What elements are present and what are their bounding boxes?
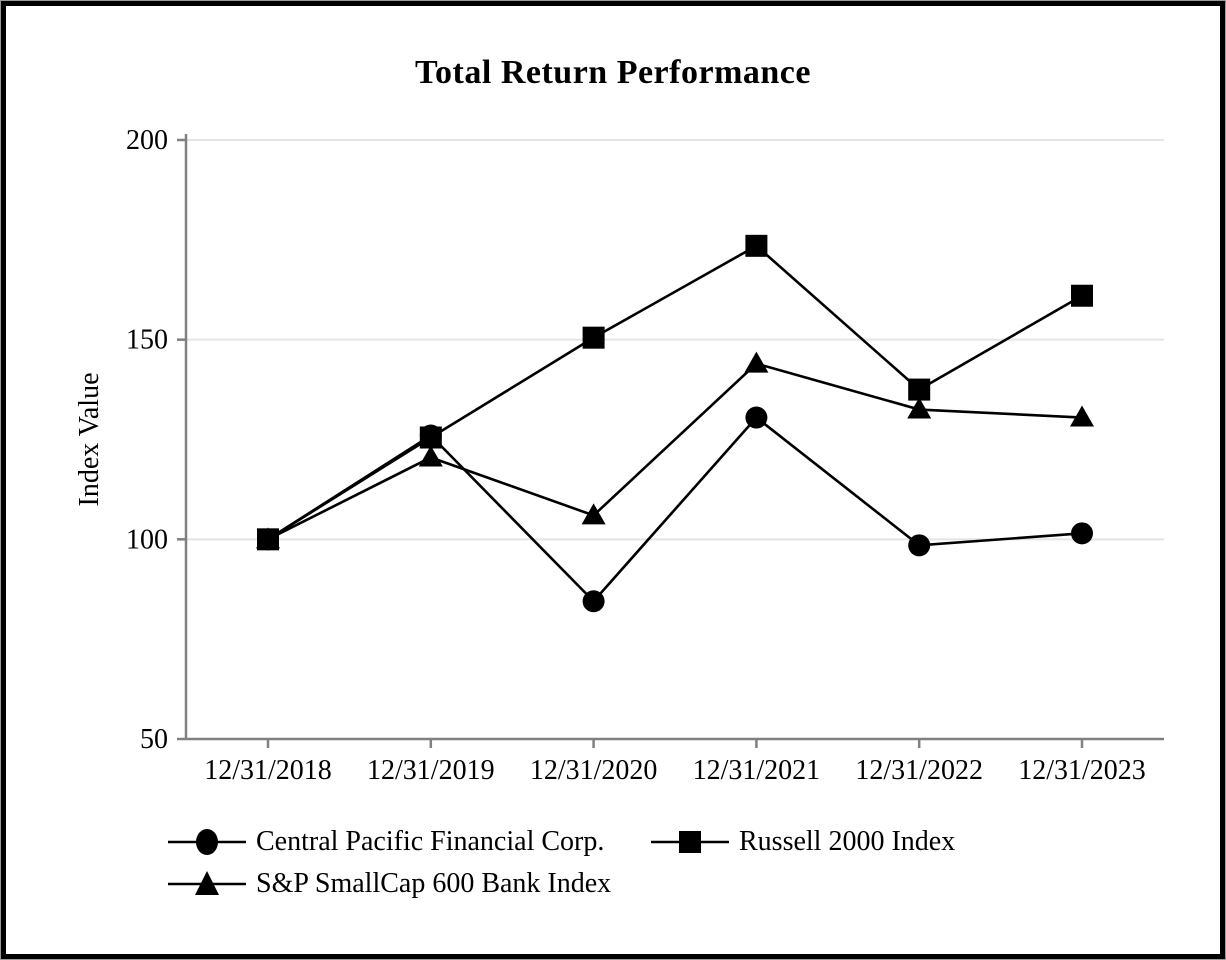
x-tick-label-2: 12/31/2020 [530, 755, 658, 786]
series-0-point [908, 534, 931, 557]
series-line-0 [267, 415, 1083, 604]
legend-item-central-pacific: Central Pacific Financial Corp. [168, 822, 651, 862]
y-tick-label-50: 50 [140, 724, 168, 755]
legend-label-sp-smallcap-600-bank: S&P SmallCap 600 Bank Index [256, 868, 612, 899]
series-1-point [745, 234, 768, 257]
series-2-point [907, 397, 932, 419]
y-tick-label-200: 200 [126, 125, 168, 156]
series-2-point [744, 351, 769, 373]
series-2-point [581, 503, 606, 525]
chart-legend: Central Pacific Financial Corp. Russell … [168, 822, 1168, 904]
series-1-point [419, 426, 442, 449]
series-0-point [582, 590, 605, 613]
y-tick-label-100: 100 [126, 524, 168, 555]
circle-marker-icon [168, 827, 246, 857]
legend-item-sp-smallcap-600-bank: S&P SmallCap 600 Bank Index [168, 864, 651, 904]
x-tick-label-4: 12/31/2022 [855, 755, 983, 786]
legend-item-russell-2000: Russell 2000 Index [651, 822, 1168, 862]
legend-label-russell-2000: Russell 2000 Index [739, 826, 956, 857]
series-1-point [582, 326, 605, 349]
square-marker-icon [651, 827, 729, 857]
series-1-point [257, 528, 279, 551]
chart-title: Total Return Performance [415, 54, 811, 91]
series-1-point [908, 378, 931, 401]
y-tick-label-150: 150 [126, 325, 168, 356]
legend-marker-svg [651, 831, 729, 853]
series-2-point [1070, 405, 1094, 427]
legend-marker-svg [168, 829, 246, 855]
legend-label-central-pacific: Central Pacific Financial Corp. [256, 826, 605, 857]
series-line-1 [267, 244, 1083, 541]
series-0-point [1071, 522, 1093, 545]
series-line-2 [267, 362, 1083, 541]
y-axis-title: Index Value [74, 373, 105, 507]
x-tick-label-1: 12/31/2019 [367, 755, 495, 786]
triangle-marker-icon [168, 869, 246, 899]
series-2-point [418, 445, 443, 467]
chart-plot-area: 50 100 150 200 12/31/2018 12/31/2019 12/31/202… [74, 125, 1164, 786]
series-1-point [1071, 284, 1093, 307]
x-tick-label-5: 12/31/2023 [1018, 755, 1146, 786]
x-tick-label-3: 12/31/2021 [693, 755, 821, 786]
x-tick-label-0: 12/31/2018 [204, 755, 332, 786]
series-0-point [745, 406, 768, 429]
legend-marker-svg [168, 871, 246, 895]
